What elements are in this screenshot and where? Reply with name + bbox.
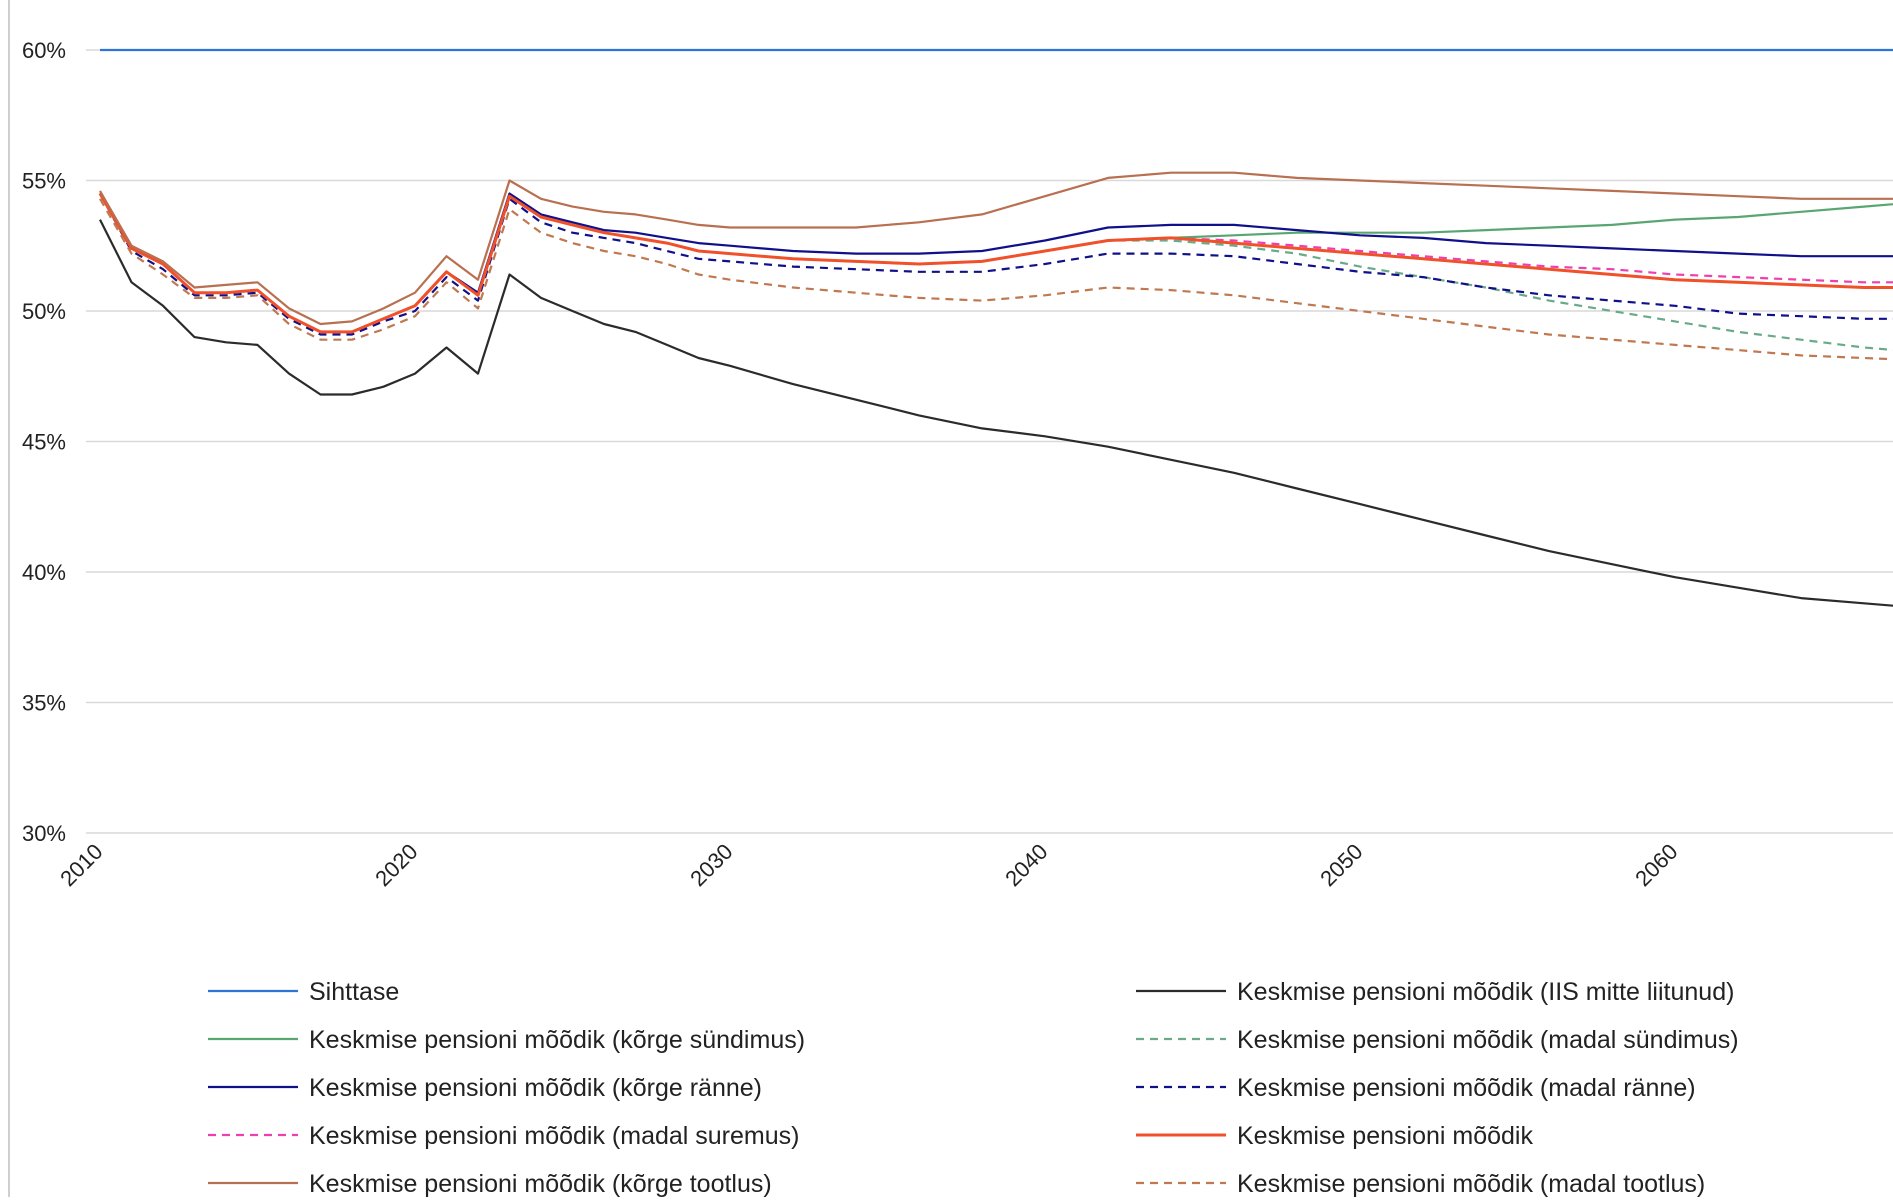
y-tick-label: 55%: [22, 169, 66, 194]
legend-label-keskmise-pensioni-moodik-korge-sundimus: Keskmise pensioni mõõdik (kõrge sündimus…: [309, 1026, 805, 1054]
legend: Sihttase Keskmise pensioni mõõdik (IIS mi…: [208, 978, 1739, 1198]
legend-label-keskmise-pensioni-moodik-madal-sundimus: Keskmise pensioni mõõdik (madal sündimus…: [1237, 1026, 1739, 1054]
y-tick-label: 35%: [22, 691, 66, 716]
y-tick-label: 45%: [22, 430, 66, 455]
legend-label-keskmise-pensioni-moodik-madal-suremus: Keskmise pensioni mõõdik (madal suremus): [309, 1122, 799, 1150]
y-tick-label: 50%: [22, 299, 66, 324]
legend-label-sihttase: Sihttase: [309, 978, 399, 1006]
legend-label-keskmise-pensioni-moodik-korge-ranne: Keskmise pensioni mõõdik (kõrge ränne): [309, 1074, 762, 1102]
legend-label-keskmise-pensioni-moodik: Keskmise pensioni mõõdik: [1237, 1122, 1533, 1150]
y-axis-tick-labels: 30% 35% 40% 45% 50% 55% 60%: [22, 38, 66, 846]
legend-label-keskmise-pensioni-moodik-iis-mitte-liitunud: Keskmise pensioni mõõdik (IIS mitte liit…: [1237, 978, 1734, 1006]
legend-label-keskmise-pensioni-moodik-madal-ranne: Keskmise pensioni mõõdik (madal ränne): [1237, 1074, 1696, 1102]
series-line-keskmise-pensioni-moodik-madal-ranne: [99, 192, 1893, 336]
series-line-keskmise-pensioni-moodik: [98, 192, 1893, 334]
legend-label-keskmise-pensioni-moodik-madal-tootlus: Keskmise pensioni mõõdik (madal tootlus): [1237, 1170, 1705, 1197]
y-tick-label: 30%: [22, 821, 66, 846]
series-line-keskmise-pensioni-moodik-korge-tootlus: [99, 171, 1893, 326]
legend-label-keskmise-pensioni-moodik-korge-tootlus: Keskmise pensioni mõõdik (kõrge tootlus): [309, 1170, 772, 1197]
gridlines: [86, 49, 1893, 834]
series-lines: [98, 48, 1893, 607]
y-tick-label: 60%: [22, 38, 66, 63]
y-tick-label: 40%: [22, 560, 66, 585]
series-line-keskmise-pensioni-moodik-iis-mitte-liitunud: [99, 219, 1893, 607]
series-line-keskmise-pensioni-moodik-madal-tootlus: [99, 198, 1893, 361]
